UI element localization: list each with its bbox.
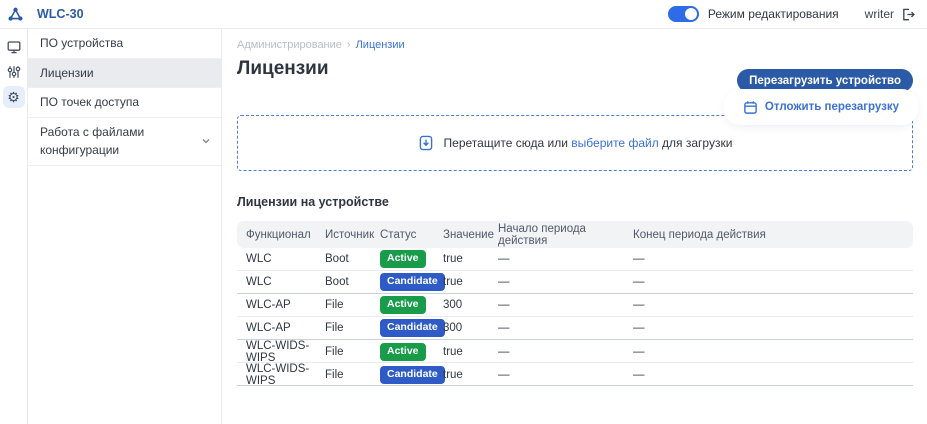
sidebar-item-ap-software[interactable]: ПО точек доступа bbox=[28, 88, 221, 118]
cell-source: File bbox=[325, 369, 344, 381]
cell-value: 300 bbox=[443, 299, 463, 311]
cell-period-end: — bbox=[633, 276, 645, 288]
cell-value: true bbox=[443, 253, 463, 265]
cell-functional: WLC-AP bbox=[246, 322, 291, 334]
status-badge: Candidate bbox=[380, 273, 445, 291]
cell-source: File bbox=[325, 346, 344, 358]
table-section-title: Лицензии на устройстве bbox=[237, 195, 389, 209]
dropzone-text: Перетащите сюда или выберите файл для за… bbox=[444, 136, 733, 150]
cell-period-start: — bbox=[498, 253, 510, 265]
cell-functional: WLC bbox=[246, 253, 272, 265]
cell-value: true bbox=[443, 346, 463, 358]
sidebar-item-label: Работа с файлами конфигурации bbox=[40, 124, 145, 158]
username: writer bbox=[864, 7, 894, 21]
status-badge: Candidate bbox=[380, 319, 445, 337]
table-row: WLC-AP File Active 300 — — bbox=[237, 294, 913, 317]
cell-period-end: — bbox=[633, 322, 645, 334]
postpone-reboot-button[interactable]: Отложить перезагрузку bbox=[728, 94, 913, 120]
sidebar-item-licenses[interactable]: Лицензии bbox=[28, 58, 221, 89]
cell-source: Boot bbox=[325, 276, 349, 288]
sidebar-item-label: Лицензии bbox=[40, 65, 94, 80]
dropzone-text-before: Перетащите сюда или bbox=[443, 136, 568, 150]
cell-period-start: — bbox=[498, 346, 510, 358]
breadcrumb-current: Лицензии bbox=[355, 39, 405, 51]
col-source: Источник bbox=[325, 228, 375, 241]
cell-period-end: — bbox=[633, 253, 645, 265]
postpone-reboot-label: Отложить перезагрузку bbox=[764, 101, 899, 113]
main-content: Администрирование › Лицензии Лицензии Пере… bbox=[223, 29, 927, 424]
choose-file-link[interactable]: выберите файл bbox=[571, 136, 659, 150]
cell-value: 300 bbox=[443, 322, 463, 334]
file-dropzone[interactable]: Перетащите сюда или выберите файл для за… bbox=[237, 115, 913, 171]
table-row: WLC-AP File Candidate 300 — — bbox=[237, 317, 913, 340]
table-row: WLC-WIDS-WIPS File Active true — — bbox=[237, 340, 913, 364]
status-badge: Candidate bbox=[380, 366, 445, 384]
edit-mode-toggle[interactable] bbox=[667, 6, 699, 22]
app-title: WLC-30 bbox=[37, 7, 84, 21]
app-logo-icon bbox=[7, 6, 24, 23]
cell-functional: WLC-WIDS-WIPS bbox=[246, 340, 310, 364]
logout-icon[interactable] bbox=[901, 7, 916, 22]
monitor-icon[interactable] bbox=[3, 36, 25, 58]
cell-value: true bbox=[443, 369, 463, 381]
col-period-end: Конец периода действия bbox=[633, 228, 766, 241]
sidebar-item-label: ПО точек доступа bbox=[40, 95, 140, 110]
breadcrumb-separator: › bbox=[346, 39, 351, 51]
col-value: Значение bbox=[443, 228, 494, 241]
sidebar: ПО устройства Лицензии ПО точек доступа … bbox=[28, 29, 222, 424]
cell-functional: WLC-AP bbox=[246, 299, 291, 311]
chevron-down-icon bbox=[201, 136, 211, 146]
table-row: WLC Boot Candidate true — — bbox=[237, 271, 913, 294]
cell-functional: WLC-WIDS-WIPS bbox=[246, 363, 310, 387]
gear-glyph: ⚙ bbox=[7, 89, 20, 105]
status-badge: Active bbox=[380, 250, 426, 268]
cell-period-end: — bbox=[633, 369, 645, 381]
cell-period-start: — bbox=[498, 276, 510, 288]
cell-functional: WLC bbox=[246, 276, 272, 288]
reboot-device-button[interactable]: Перезагрузить устройство bbox=[737, 69, 913, 92]
cell-period-end: — bbox=[633, 346, 645, 358]
table-row: WLC-WIDS-WIPS File Candidate true — — bbox=[237, 363, 913, 387]
cell-source: File bbox=[325, 322, 344, 334]
edit-mode-label: Режим редактирования bbox=[707, 7, 839, 21]
dropzone-text-after: для загрузки bbox=[662, 136, 733, 150]
licenses-table: Функционал Источник Статус Значение Нача… bbox=[237, 221, 913, 387]
cell-period-start: — bbox=[498, 299, 510, 311]
cell-period-end: — bbox=[633, 299, 645, 311]
breadcrumb: Администрирование › Лицензии bbox=[237, 39, 405, 51]
toggle-knob bbox=[684, 8, 697, 20]
sidebar-item-label: ПО устройства bbox=[40, 36, 124, 50]
sidebar-item-device-software[interactable]: ПО устройства bbox=[28, 29, 221, 59]
icon-rail: ⚙ bbox=[0, 29, 28, 424]
col-period-start: Начало периода действия bbox=[498, 222, 586, 247]
cell-source: Boot bbox=[325, 253, 349, 265]
file-download-icon bbox=[418, 135, 434, 151]
status-badge: Active bbox=[380, 296, 426, 314]
top-bar: WLC-30 Режим редактирования writer bbox=[0, 0, 927, 29]
cell-value: true bbox=[443, 276, 463, 288]
gear-icon[interactable]: ⚙ bbox=[2, 86, 25, 108]
col-status: Статус bbox=[380, 228, 417, 241]
sliders-icon[interactable] bbox=[3, 61, 25, 83]
cell-source: File bbox=[325, 299, 344, 311]
breadcrumb-administration[interactable]: Администрирование bbox=[237, 39, 342, 51]
col-functional: Функционал bbox=[246, 228, 311, 241]
cell-period-start: — bbox=[498, 322, 510, 334]
cell-period-start: — bbox=[498, 369, 510, 381]
sidebar-item-config-files[interactable]: Работа с файлами конфигурации bbox=[28, 118, 221, 166]
page-title: Лицензии bbox=[237, 58, 329, 79]
table-header-row: Функционал Источник Статус Значение Нача… bbox=[237, 221, 913, 248]
status-badge: Active bbox=[380, 343, 426, 361]
table-row: WLC Boot Active true — — bbox=[237, 248, 913, 271]
calendar-icon bbox=[743, 100, 758, 115]
